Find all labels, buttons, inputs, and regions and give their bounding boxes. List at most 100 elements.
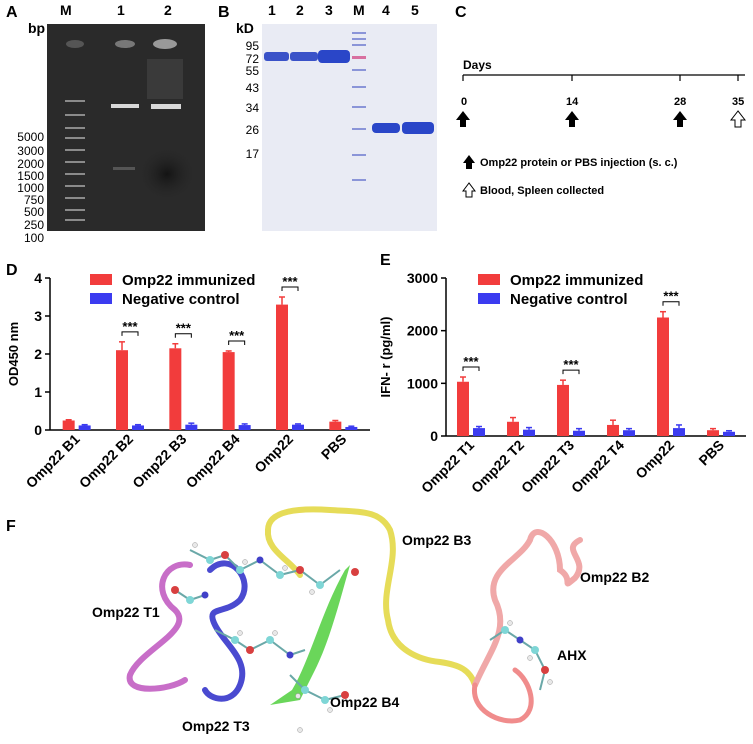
sds-marker-label: 95 [245, 39, 259, 53]
panel-letter-b: B [218, 4, 230, 21]
ahx-ribbon [472, 667, 534, 724]
gel-ladder-label: 1500 [17, 169, 44, 183]
bar [473, 428, 485, 436]
significance-bracket [228, 340, 246, 345]
collection-arrow-icon [729, 110, 747, 128]
significance-bracket [281, 286, 299, 291]
gel-ladder-label: 1000 [17, 181, 44, 195]
legend-label: Omp22 immunized [510, 272, 643, 289]
bar [276, 304, 288, 430]
x-tick-label: PBS [695, 437, 727, 469]
sds-marker-label: 43 [245, 81, 259, 95]
x-tick-label: Omp22 B1 [23, 431, 83, 491]
bar [607, 424, 619, 436]
sds-marker-label: 26 [245, 123, 259, 137]
sds-lane: M [353, 2, 365, 18]
significance-label: *** [229, 328, 245, 343]
x-tick-label: Omp22 T4 [568, 437, 627, 496]
x-tick-label: Omp22 T2 [468, 437, 527, 496]
bar [329, 421, 342, 430]
y-tick-label: 0 [34, 422, 42, 438]
agarose-gel-image [47, 24, 205, 231]
bar [238, 425, 251, 430]
gel-ladder-label: 100 [23, 231, 44, 245]
sds-marker-label: 34 [245, 101, 259, 115]
bar [169, 348, 182, 430]
bar [345, 426, 358, 430]
significance-label: *** [176, 321, 192, 336]
gel-ladder-label: 750 [23, 193, 44, 207]
y-axis-label: OD450 nm [6, 322, 21, 386]
b3-ribbon [265, 506, 478, 688]
significance-label: *** [563, 357, 579, 372]
label-ahx: AHX [557, 647, 587, 663]
bar [573, 430, 585, 436]
significance-label: *** [122, 319, 138, 334]
bar [185, 424, 198, 430]
y-tick-label: 0 [430, 428, 438, 444]
label-b3: Omp22 B3 [402, 532, 471, 548]
panel-letter-c: C [455, 4, 467, 21]
legend-filled-arrow-icon [463, 155, 475, 169]
significance-bracket [462, 366, 480, 372]
significance-label: *** [282, 274, 298, 289]
y-tick-label: 2 [34, 346, 42, 362]
legend-injection-label: Omp22 protein or PBS injection (s. c.) [480, 157, 678, 169]
legend-collection-label: Blood, Spleen collected [480, 185, 604, 197]
panel-letter-d: D [6, 262, 18, 279]
y-tick-label: 4 [34, 270, 42, 286]
label-b4: Omp22 B4 [330, 694, 399, 710]
sds-marker-label: 55 [245, 64, 259, 78]
sds-lane: 1 [268, 2, 276, 18]
x-tick-label: Omp22 B4 [183, 431, 243, 491]
significance-bracket [121, 331, 139, 336]
sds-lane: 3 [325, 2, 333, 18]
significance-bracket [562, 369, 580, 375]
bar [132, 425, 144, 430]
x-tick-label: Omp22 T3 [518, 437, 577, 496]
bar [222, 352, 235, 430]
bar [62, 420, 75, 430]
y-tick-label: 3000 [407, 270, 438, 286]
t3-ribbon [202, 560, 248, 702]
x-tick-label: Omp22 B2 [76, 431, 136, 491]
y-axis-label: IFN- r (pg/ml) [378, 317, 393, 398]
x-tick-label: PBS [318, 431, 350, 463]
gel-lane-m: M [60, 2, 72, 18]
label-b2: Omp22 B2 [580, 569, 649, 585]
sds-lane: 5 [411, 2, 419, 18]
sds-marker-label: 72 [245, 52, 259, 66]
significance-label: *** [463, 354, 479, 369]
legend-label: Negative control [122, 291, 240, 308]
y-tick-label: 2000 [407, 323, 438, 339]
b2-ribbon [472, 529, 583, 688]
bar [723, 431, 735, 436]
y-tick-label: 3 [34, 308, 42, 324]
gel-ladder-label: 2000 [17, 157, 44, 171]
gel-ladder-label: 500 [23, 205, 44, 219]
bar [116, 350, 128, 430]
timeline-tick: 0 [461, 96, 467, 108]
y-tick-label: 1 [34, 384, 42, 400]
legend-label: Negative control [510, 291, 628, 308]
molecular-structure: Omp22 B3 Omp22 B2 Omp22 T1 AHX Omp22 B4 … [92, 506, 649, 734]
timeline-tick: 28 [674, 96, 686, 108]
legend-swatch [90, 274, 112, 285]
legend-label: Omp22 immunized [122, 272, 255, 289]
timeline-tick: 35 [732, 96, 744, 108]
x-tick-label: Omp22 B3 [129, 431, 189, 491]
panel-letter-e: E [380, 252, 391, 269]
bar [673, 428, 685, 436]
sds-kd-unit: kD [236, 20, 254, 36]
bar [657, 317, 669, 436]
gel-ladder-label: 3000 [17, 144, 44, 158]
b4-sheet [270, 565, 350, 705]
injection-arrow-icon [565, 111, 579, 127]
gel-bp-unit: bp [28, 20, 46, 36]
sds-page-gel-image [262, 24, 437, 231]
x-tick-label: Omp22 T1 [418, 437, 477, 496]
legend-swatch [478, 274, 500, 285]
panel-letter-f: F [6, 518, 16, 535]
